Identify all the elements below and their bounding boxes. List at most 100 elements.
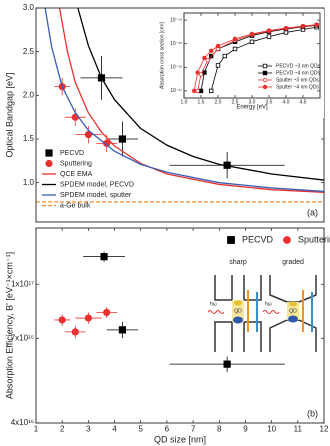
marker [118, 326, 126, 334]
schematic-title: sharp [229, 259, 247, 266]
y-tick-label: 1.0 [23, 178, 35, 187]
y-tick-label: 1x10¹⁷ [11, 279, 34, 288]
x-tick-label: 3 [86, 425, 91, 434]
marker [71, 328, 79, 336]
series-line [197, 24, 317, 91]
marker [266, 28, 272, 33]
marker [232, 46, 238, 52]
marker [45, 159, 53, 168]
y-tick-label: 7x10¹⁶ [11, 333, 34, 342]
legend-label: PECVD [60, 150, 84, 157]
panel-label: (a) [307, 207, 318, 217]
marker [208, 88, 214, 94]
legend-item: SPDEM model, sputter [42, 192, 132, 199]
marker [103, 308, 111, 317]
x-tick-label: 1 [34, 425, 39, 434]
legend-label: QCE EMA [60, 171, 93, 178]
x-tick-label: 4.5 [300, 99, 307, 105]
schematic-title: graded [282, 259, 304, 266]
legend-item: Sputtering [45, 159, 92, 168]
marker [215, 63, 221, 68]
marker [198, 72, 204, 77]
dot [232, 300, 244, 322]
x-tick-label: 1.0 [181, 99, 188, 105]
legend-item: PECVD [227, 234, 274, 244]
marker [262, 70, 268, 76]
marker [58, 316, 66, 324]
y-tick-label: 1.5 [23, 134, 35, 143]
marker [195, 70, 200, 75]
marker [84, 314, 92, 322]
legend-item: PECVD ~4 nm QDs [258, 70, 321, 76]
y-axis-label: Optical Bandgap [eV] [4, 72, 14, 157]
marker [223, 360, 231, 368]
y-tick-label: 2.5 [23, 47, 35, 56]
marker [283, 25, 289, 31]
series-line [77, 8, 324, 181]
legend-item: QCE EMA [42, 171, 93, 178]
marker [118, 135, 126, 143]
y-tick-label: 3.0 [23, 3, 35, 12]
y-tick-label: 4x10¹⁶ [11, 418, 34, 427]
legend-label: Sputtering [298, 234, 330, 244]
x-tick-label: 12 [320, 425, 329, 434]
series-line [200, 24, 317, 91]
marker [314, 22, 319, 27]
y-tick-label: 10⁻¹⁴ [170, 17, 182, 23]
legend-item: Sputtering [283, 234, 330, 244]
dot [287, 302, 299, 320]
marker [232, 36, 238, 42]
x-tick-label: 10 [267, 425, 276, 434]
x-tick-label: 8 [217, 425, 222, 434]
marker [266, 34, 272, 39]
marker [202, 55, 207, 61]
band-edge [214, 321, 262, 352]
series-line [58, 8, 324, 193]
marker [103, 139, 111, 147]
photon-label: ħω [210, 301, 217, 307]
marker [205, 57, 210, 63]
chart: 10⁻¹⁷ 10⁻¹⁶ 10⁻¹⁵ 10⁻¹⁴ 1.0 1.5 2.0 2.5 3.0 3.5 4.… [158, 9, 324, 118]
legend-label: PECVD ~3 nm QDs [276, 63, 321, 69]
x-tick-label: 11 [294, 425, 303, 434]
legend-label: Sputtering [60, 160, 92, 167]
legend-label: a-Ge bulk [60, 202, 91, 209]
electron-state [234, 300, 242, 306]
legend-label: PECVD ~4 nm QDs [276, 70, 321, 76]
marker [262, 63, 268, 69]
marker [208, 48, 214, 54]
marker [215, 43, 221, 49]
electron-state [289, 301, 297, 307]
band-edge [269, 275, 317, 303]
x-tick-label: 3.5 [266, 99, 273, 105]
x-tick-label: 4 [112, 425, 117, 434]
x-tick-label: 5 [139, 425, 144, 434]
x-tick-label: 2.0 [215, 99, 222, 105]
x-tick-label: 2 [60, 425, 65, 434]
chart: 1.0 1.5 2.0 2.5 3.0 Optical Bandgap [eV] (a) PE… [4, 3, 325, 223]
plot-area [54, 251, 285, 373]
hole-state [288, 315, 298, 323]
panel-label: (b) [307, 408, 318, 418]
marker [84, 131, 92, 139]
photon-label: ħω [265, 301, 272, 307]
legend-item: a-Ge bulk [42, 202, 91, 209]
x-tick-label: 6 [165, 425, 170, 434]
x-tick-label: 7 [191, 425, 196, 434]
marker [300, 23, 306, 29]
x-tick-label: 1.5 [198, 99, 205, 105]
legend-label: SPDEM model, PECVD [60, 181, 134, 188]
marker [249, 31, 255, 37]
x-axis-label: Energy [eV] [236, 105, 268, 111]
x-tick-label: 9 [243, 425, 248, 434]
x-tick-label: 4.0 [283, 99, 290, 105]
hole-state [233, 316, 243, 324]
y-axis-label: Absorption Efficiency, B' [eV⁻¹×cm⁻¹] [4, 252, 14, 399]
legend-label: Sputter ~3 nm QDs [276, 77, 319, 83]
legend-label: SPDEM model, sputter [60, 192, 132, 199]
schematics: sharp QD ħω graded QD ħω [207, 259, 317, 352]
band-edge [269, 319, 317, 352]
x-tick-label: 2.5 [232, 99, 239, 105]
x-tick-label: 3.0 [249, 99, 256, 105]
